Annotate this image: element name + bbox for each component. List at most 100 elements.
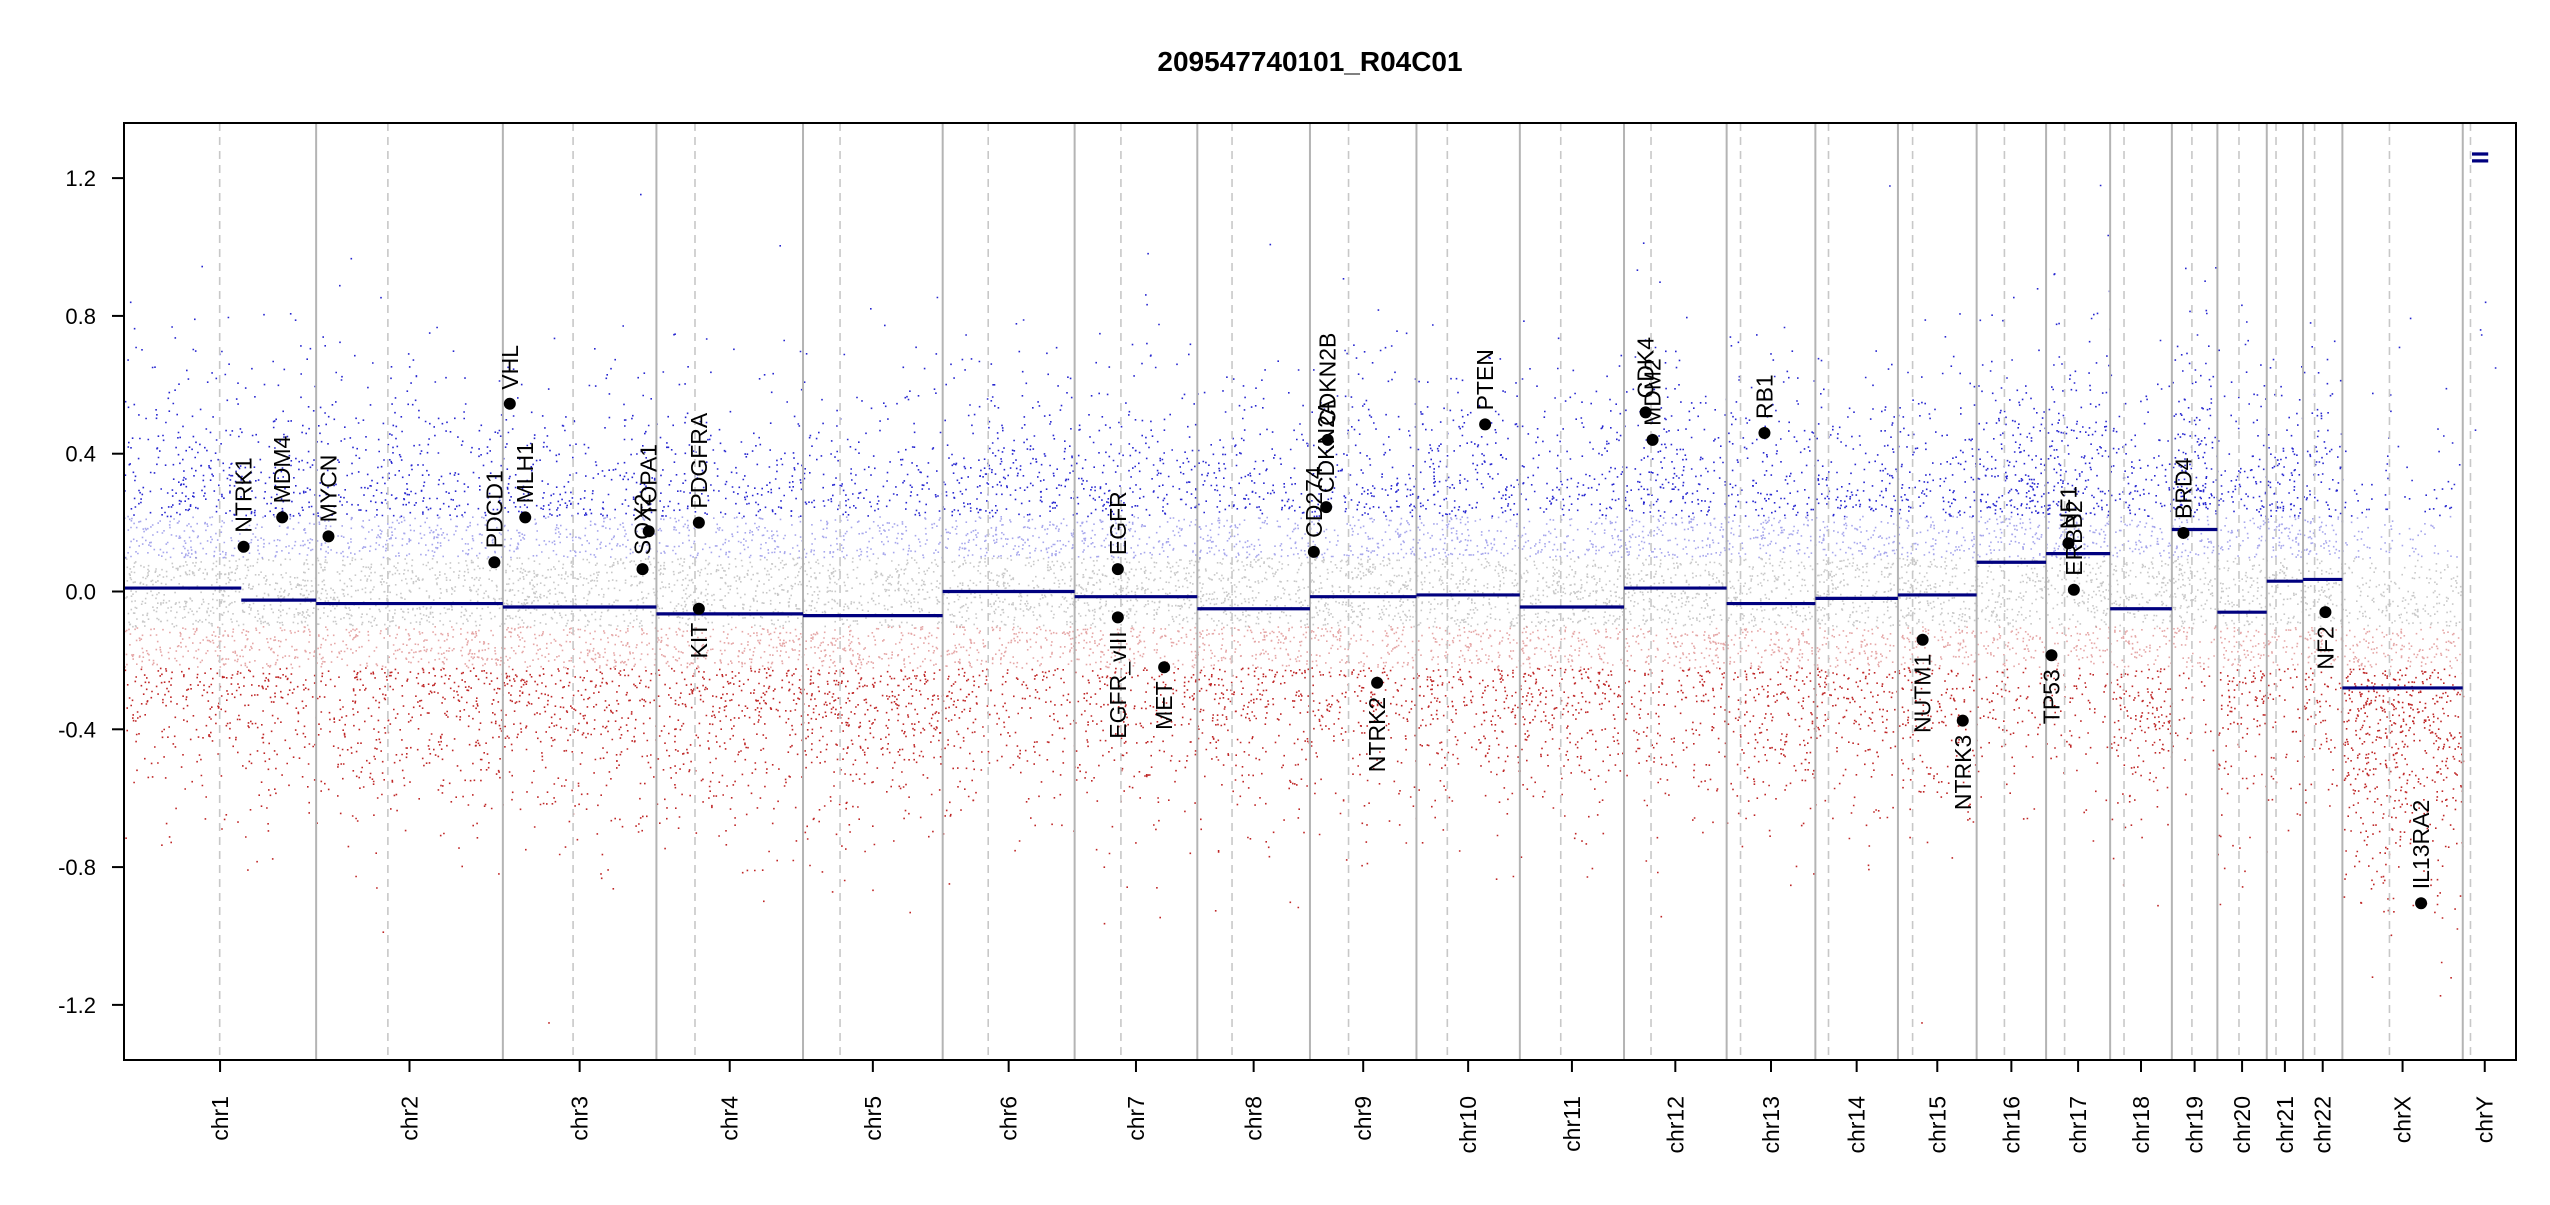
x-tick-label-chr12: chr12 <box>1662 1096 1688 1154</box>
gene-label-EGFR_vIII: EGFR_vIII <box>1105 631 1131 738</box>
x-tick-label-chrY: chrY <box>2472 1096 2498 1143</box>
gene-label-CDKN2A: CDKN2A <box>1313 399 1339 493</box>
probe-dots-loss-light <box>124 626 2464 669</box>
gene-point-PDGFRA <box>692 516 705 529</box>
x-tick-label-chr2: chr2 <box>396 1096 422 1141</box>
gene-label-MDM4: MDM4 <box>269 436 295 504</box>
plot-frame <box>123 122 2517 1061</box>
gene-label-NUTM1: NUTM1 <box>1910 654 1936 733</box>
gene-point-NTRK1 <box>237 540 250 553</box>
segment-lines <box>124 152 2489 690</box>
y-tick-label: -0.8 <box>58 855 96 880</box>
gene-point-TOPA1 <box>642 525 655 538</box>
gene-point-MET <box>1158 661 1171 674</box>
gene-point-MLH1 <box>519 511 532 524</box>
probe-dots-gain-light <box>124 515 2458 559</box>
gene-label-CDKN2B: CDKN2B <box>1315 333 1341 426</box>
gene-label-PDGFRA: PDGFRA <box>686 412 712 509</box>
x-tick-label-chr5: chr5 <box>860 1096 886 1141</box>
gene-label-TP53: TP53 <box>2038 669 2064 724</box>
gene-label-CDK4: CDK4 <box>1633 337 1659 399</box>
gene-label-KIT: KIT <box>686 623 712 659</box>
gene-label-IL13RA2: IL13RA2 <box>2408 800 2434 890</box>
x-tick-label-chr15: chr15 <box>1924 1096 1950 1154</box>
x-tick-label-chr20: chr20 <box>2229 1096 2255 1154</box>
y-tick-label: 0.0 <box>65 580 96 605</box>
gene-point-NUTM1 <box>1916 633 1929 646</box>
y-tick-label: 0.8 <box>65 304 96 329</box>
gene-point-EGFR <box>1111 563 1124 576</box>
chromosome-lines <box>218 123 2472 1060</box>
gene-point-CDK4 <box>1639 406 1652 419</box>
gene-point-EGFR_vIII <box>1111 611 1124 624</box>
gene-point-NF1 <box>2062 537 2075 550</box>
gene-label-NF2: NF2 <box>2312 626 2338 669</box>
y-tick-label: -0.4 <box>58 717 96 742</box>
gene-label-NTRK2: NTRK2 <box>1364 697 1390 772</box>
gene-label-NTRK1: NTRK1 <box>231 457 257 532</box>
x-tick-label-chr17: chr17 <box>2065 1096 2091 1154</box>
gene-label-MET: MET <box>1151 681 1177 730</box>
gene-point-CDKN2A <box>1320 501 1333 514</box>
gene-point-VHL <box>503 397 516 410</box>
probe-dots-loss <box>124 667 2465 1024</box>
x-tick-label-chr14: chr14 <box>1844 1096 1870 1154</box>
gene-point-TP53 <box>2045 649 2058 662</box>
probe-dots-neutral <box>124 557 2463 628</box>
gene-label-ERBB2: ERBB2 <box>2061 500 2087 575</box>
y-tick-label: 1.2 <box>65 166 96 191</box>
gene-label-BRD4: BRD4 <box>2170 457 2196 519</box>
gene-label-PDCD1: PDCD1 <box>481 470 507 548</box>
gene-label-VHL: VHL <box>497 345 523 390</box>
gene-point-NTRK3 <box>1956 714 1969 727</box>
x-tick-label-chrX: chrX <box>2390 1096 2416 1143</box>
probe-points-colored <box>124 184 2497 1024</box>
x-tick-label-chr9: chr9 <box>1350 1096 1376 1141</box>
gene-point-BRD4 <box>2177 526 2190 539</box>
gene-point-CDKN2B <box>1321 433 1334 446</box>
gene-point-CD274 <box>1307 545 1320 558</box>
gene-label-PTEN: PTEN <box>1472 349 1498 410</box>
gene-point-NTRK2 <box>1371 676 1384 689</box>
x-tick-label-chr11: chr11 <box>1559 1096 1585 1152</box>
gene-label-MYCN: MYCN <box>315 455 341 523</box>
gene-label-SOX2: SOX2 <box>630 494 656 555</box>
gene-label-CD274: CD274 <box>1301 466 1327 538</box>
gene-point-PTEN <box>1479 418 1492 431</box>
x-tick-label-chr1: chr1 <box>207 1096 233 1141</box>
chart-title: 209547740101_R04C01 <box>1157 46 1462 77</box>
gene-label-RB1: RB1 <box>1751 374 1777 419</box>
x-tick-label-chr10: chr10 <box>1455 1096 1481 1154</box>
gene-point-NF2 <box>2319 606 2332 619</box>
x-tick-label-chr6: chr6 <box>996 1096 1022 1141</box>
gene-point-MDM4 <box>276 511 289 524</box>
gene-label-MDM2: MDM2 <box>1640 358 1666 426</box>
gene-label-NTRK3: NTRK3 <box>1950 735 1976 810</box>
gene-point-MDM2 <box>1646 433 1659 446</box>
x-tick-label-chr18: chr18 <box>2128 1096 2154 1154</box>
gene-label-NF1: NF1 <box>2055 486 2081 529</box>
probe-points-neutral <box>124 557 2463 628</box>
gene-point-RB1 <box>1758 427 1771 440</box>
gene-point-IL13RA2 <box>2415 897 2428 910</box>
x-tick-label-chr7: chr7 <box>1123 1096 1149 1141</box>
x-tick-label-chr16: chr16 <box>1998 1096 2024 1154</box>
x-tick-label-chr22: chr22 <box>2310 1096 2336 1154</box>
y-tick-label: 0.4 <box>65 442 96 467</box>
gene-point-SOX2 <box>636 563 649 576</box>
gene-label-TOPA1: TOPA1 <box>636 444 662 517</box>
gene-label-MLH1: MLH1 <box>512 442 538 503</box>
gene-label-EGFR: EGFR <box>1105 491 1131 555</box>
x-tick-label-chr13: chr13 <box>1758 1096 1784 1154</box>
gene-point-KIT <box>692 602 705 615</box>
x-tick-label-chr3: chr3 <box>567 1096 593 1141</box>
y-tick-label: -1.2 <box>58 993 96 1018</box>
x-tick-label-chr21: chr21 <box>2272 1096 2298 1154</box>
gene-point-PDCD1 <box>488 556 501 569</box>
x-tick-label-chr4: chr4 <box>717 1096 743 1141</box>
x-tick-label-chr19: chr19 <box>2182 1096 2208 1154</box>
axes: 1.2 0.8 0.4 0.0 -0.4 -0.8 -1.2 chr1 chr2 chr3 chr4… <box>58 122 2517 1154</box>
